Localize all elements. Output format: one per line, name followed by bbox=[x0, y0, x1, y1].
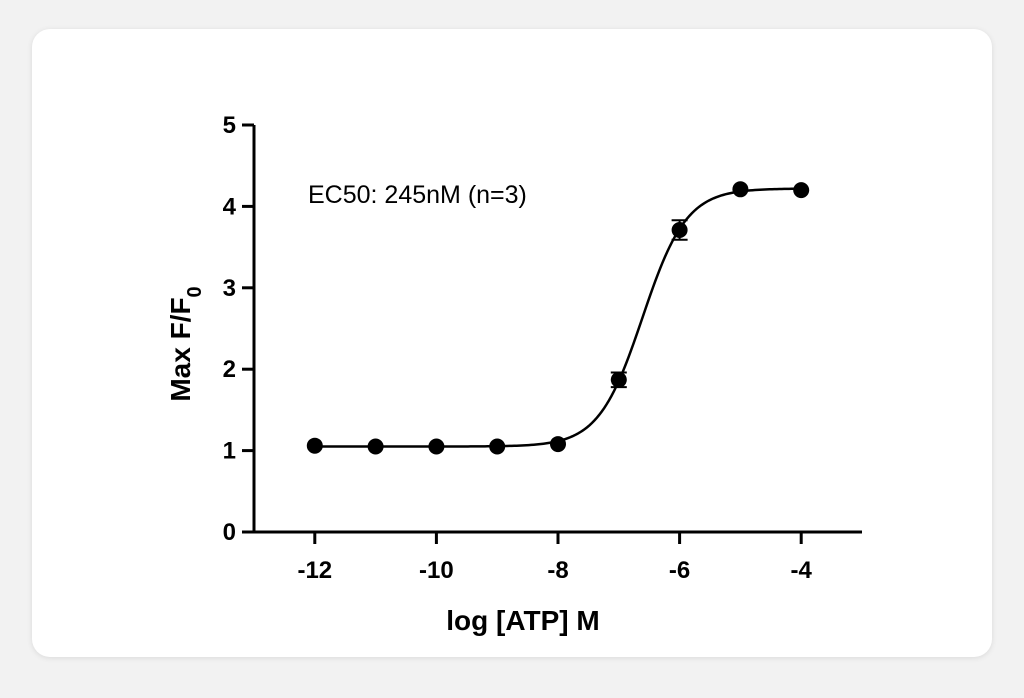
x-tick-label: -4 bbox=[791, 557, 813, 584]
dose-response-chart: -12 -10 -8 -6 -4 0 1 2 3 4 5 EC50: 245nM (n=3) lo… bbox=[165, 112, 862, 636]
data-point bbox=[489, 438, 506, 455]
data-point bbox=[428, 438, 445, 455]
x-tick-label: -8 bbox=[547, 557, 568, 584]
data-point bbox=[550, 436, 566, 453]
data-point bbox=[367, 438, 384, 455]
data-point bbox=[671, 222, 688, 239]
data-point bbox=[793, 182, 810, 199]
y-tick-label: 4 bbox=[223, 193, 237, 220]
y-tick-label: 5 bbox=[223, 112, 236, 139]
data-point bbox=[306, 437, 323, 454]
y-axis-title-main: Max F/F bbox=[165, 297, 196, 401]
x-tick-label: -12 bbox=[297, 557, 332, 584]
chart-card: -12 -10 -8 -6 -4 0 1 2 3 4 5 EC50: 245nM (n=3) lo… bbox=[32, 29, 992, 657]
x-tick-label: -6 bbox=[669, 557, 690, 584]
x-axis-title: log [ATP] M bbox=[446, 605, 599, 636]
y-tick-label: 3 bbox=[223, 275, 236, 302]
y-tick-label: 2 bbox=[223, 356, 236, 383]
x-tick-label: -10 bbox=[419, 557, 454, 584]
y-tick-label: 1 bbox=[223, 438, 236, 465]
fit-curve bbox=[314, 187, 802, 448]
ec50-annotation: EC50: 245nM (n=3) bbox=[308, 181, 527, 209]
y-axis-title: Max F/F0 bbox=[165, 286, 206, 401]
data-point bbox=[732, 181, 749, 198]
y-axis-title-subscript: 0 bbox=[184, 286, 206, 297]
y-tick-label: 0 bbox=[223, 519, 236, 546]
data-point bbox=[610, 371, 627, 388]
